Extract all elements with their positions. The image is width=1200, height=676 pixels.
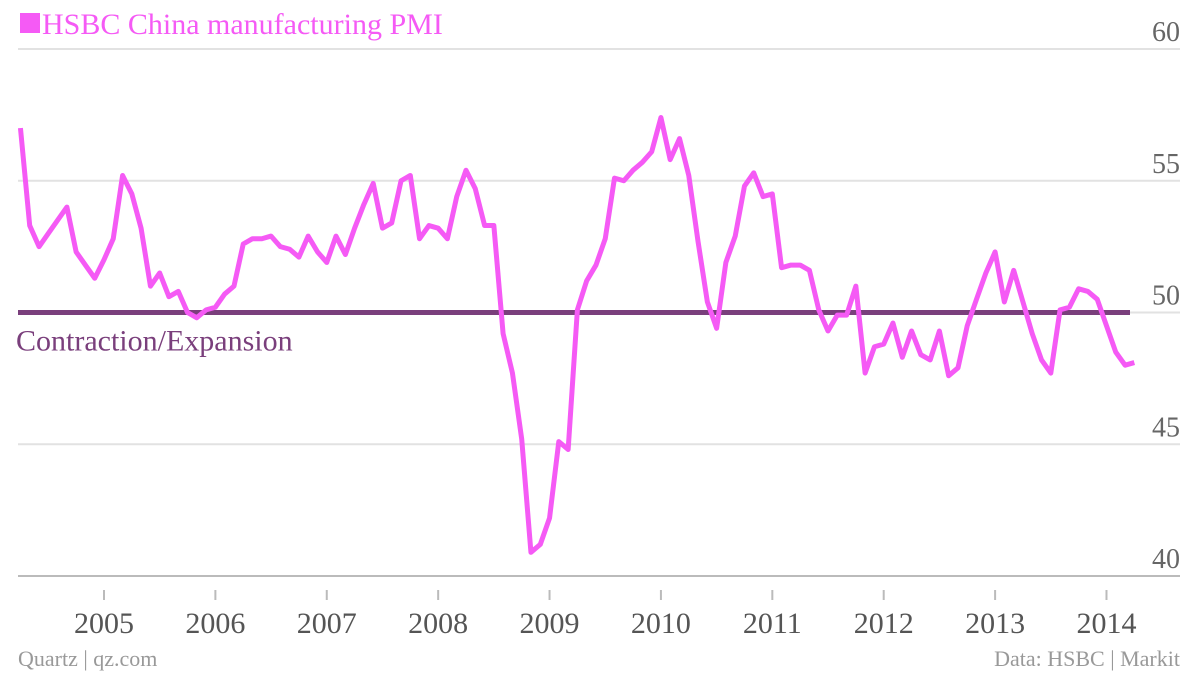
reference-label: Contraction/Expansion [16, 325, 293, 358]
series-line [17, 115, 1136, 555]
x-tick-label: 2009 [520, 607, 580, 640]
x-tick-label: 2006 [185, 607, 245, 640]
footer-left: Quartz | qz.com [18, 646, 157, 671]
y-tick-label: 60 [1152, 17, 1180, 48]
legend-swatch [20, 13, 40, 33]
x-tick-label: 2008 [408, 607, 468, 640]
y-tick-label: 55 [1152, 149, 1180, 180]
x-tick-label: 2014 [1076, 607, 1136, 640]
x-tick-label: 2007 [297, 607, 357, 640]
y-tick-label: 45 [1152, 412, 1180, 443]
y-tick-label: 50 [1152, 281, 1180, 312]
x-tick-label: 2011 [743, 607, 802, 640]
x-tick-label: 2005 [74, 607, 134, 640]
x-tick-label: 2010 [631, 607, 691, 640]
footer-right: Data: HSBC | Markit [994, 646, 1180, 671]
x-tick-label: 2013 [965, 607, 1025, 640]
x-tick-label: 2012 [854, 607, 914, 640]
legend-label: HSBC China manufacturing PMI [42, 8, 443, 41]
y-tick-label: 40 [1152, 544, 1180, 575]
